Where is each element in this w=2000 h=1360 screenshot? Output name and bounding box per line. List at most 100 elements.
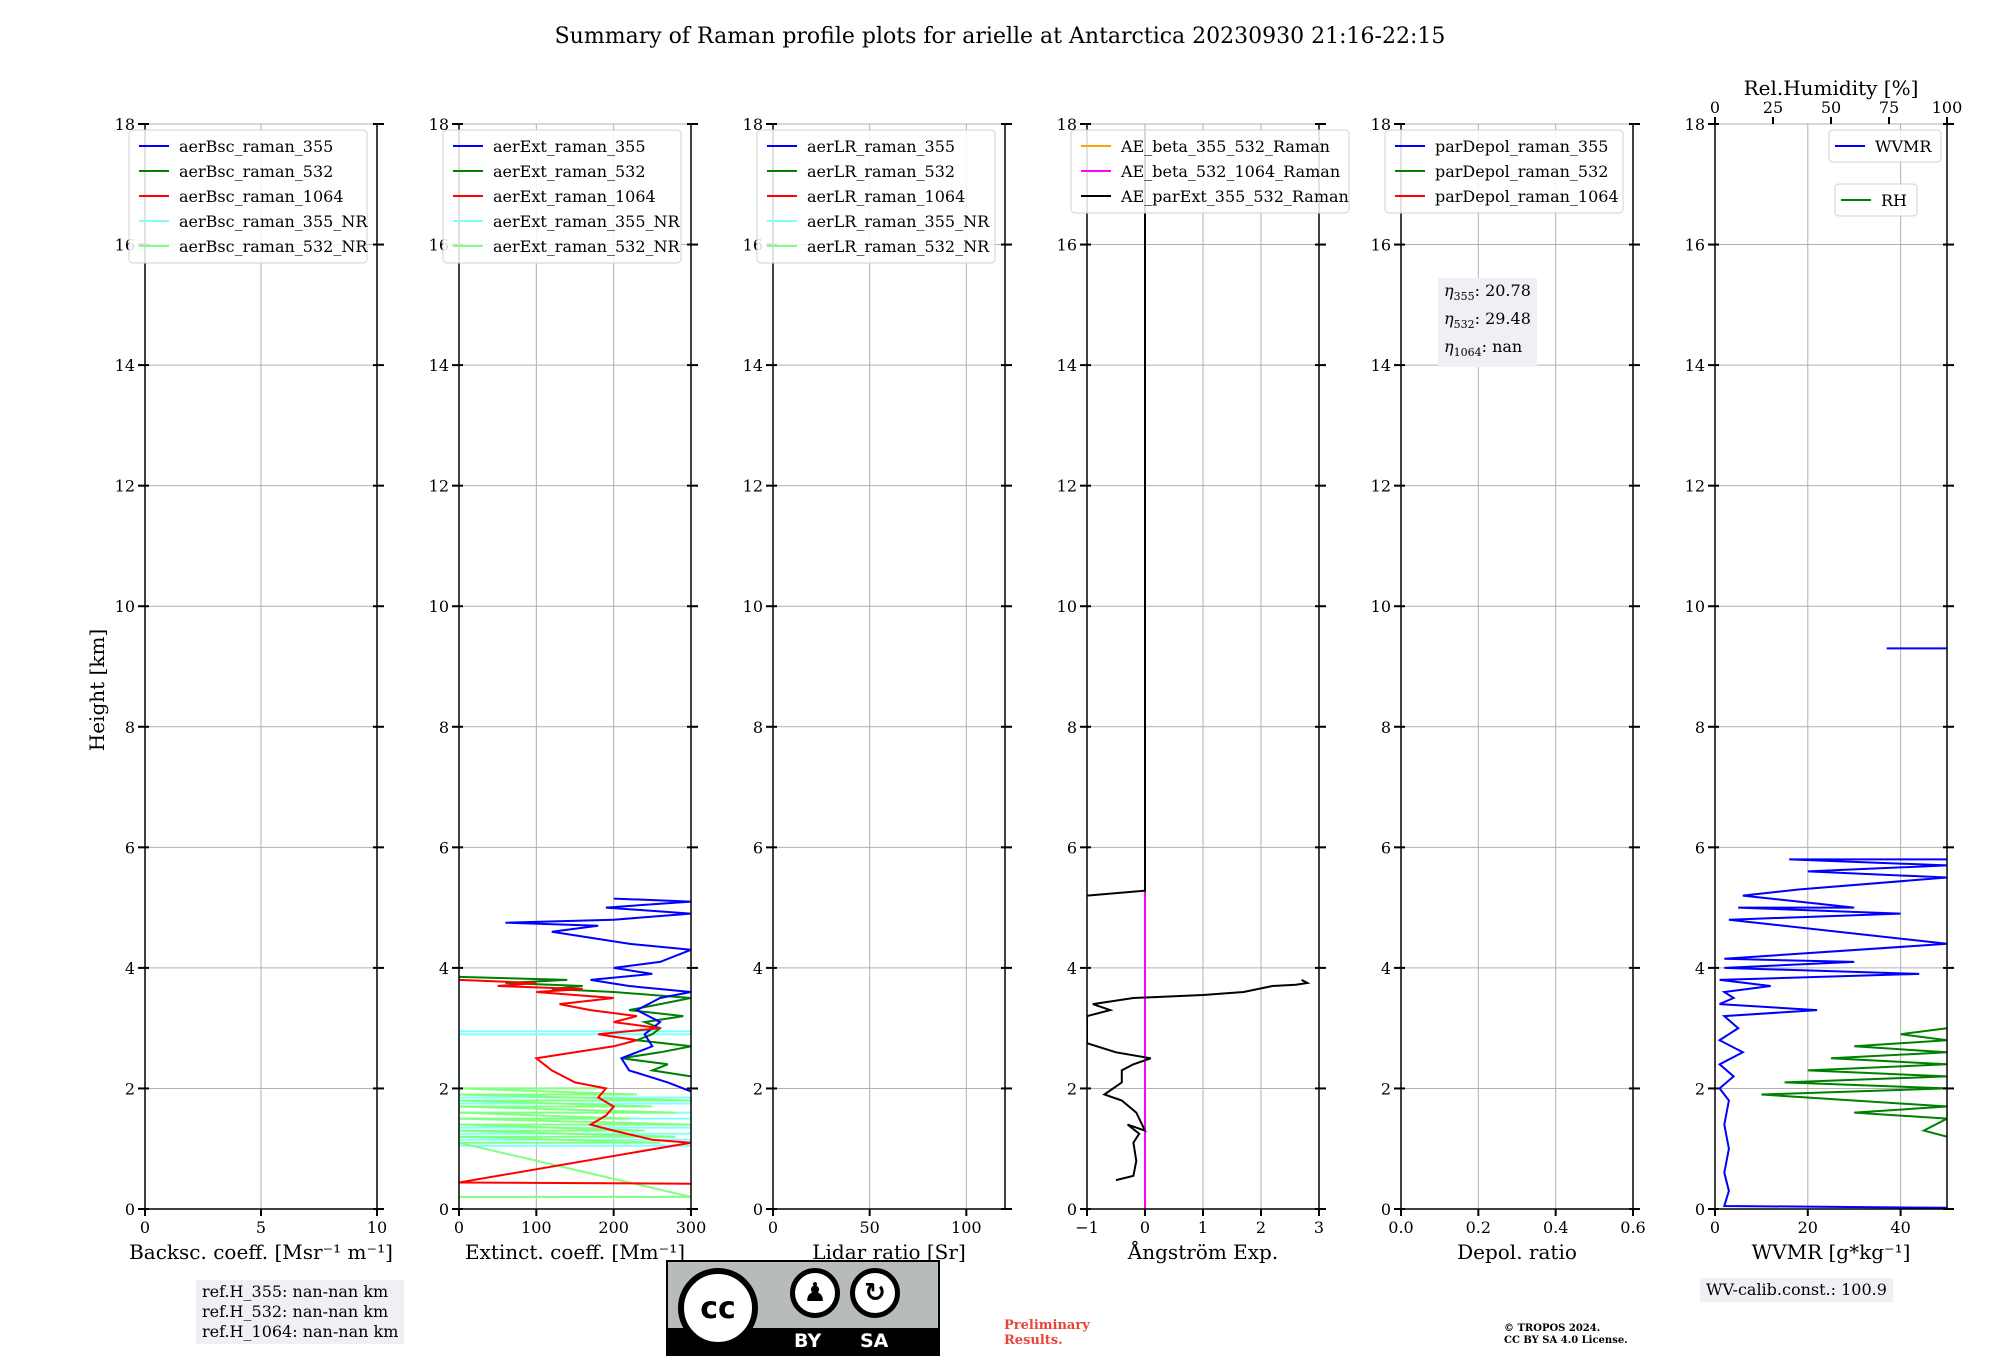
legend-label: aerBsc_raman_355 — [179, 137, 333, 156]
x-axis-label: Ångström Exp. — [1127, 1239, 1278, 1264]
ytick-label: 4 — [1695, 959, 1705, 978]
ytick-label: 18 — [1057, 115, 1077, 134]
ytick-label: 2 — [1381, 1079, 1391, 1098]
ref-height-1064: ref.H_1064: nan-nan km — [202, 1322, 399, 1341]
legend-box — [1834, 183, 1918, 217]
ytick-label: 6 — [439, 838, 449, 857]
ytick-label: 0 — [1695, 1200, 1705, 1219]
xtick-label: 0 — [454, 1218, 464, 1237]
legend-label: WVMR — [1875, 137, 1932, 156]
ytick-label: 4 — [1067, 959, 1077, 978]
ytick-label: 10 — [1685, 597, 1705, 616]
legend-label: aerExt_raman_532 — [493, 162, 646, 181]
legend-label: aerExt_raman_355_NR — [493, 212, 681, 231]
copyright-note: © TROPOS 2024. CC BY SA 4.0 License. — [1504, 1323, 1628, 1347]
ytick-label: 18 — [743, 115, 763, 134]
series-line — [459, 975, 691, 1078]
ytick-label: 10 — [115, 597, 135, 616]
cc-by-label: BY — [794, 1330, 822, 1352]
ytick-label: 6 — [1695, 838, 1705, 857]
ytick-label: 12 — [429, 477, 449, 496]
preliminary-line-2: Results. — [1004, 1333, 1063, 1348]
ytick-label: 12 — [1685, 477, 1705, 496]
ytick-label: 2 — [125, 1079, 135, 1098]
ytick-label: 12 — [743, 477, 763, 496]
eta-355: η355: 20.78 — [1444, 280, 1531, 308]
ytick-label: 16 — [1057, 236, 1077, 255]
ytick-label: 18 — [115, 115, 135, 134]
eta-532-sub: 532 — [1453, 318, 1475, 332]
xtick-label: 0 — [140, 1218, 150, 1237]
legend-label: aerBsc_raman_532_NR — [179, 237, 368, 256]
xtick-label: 50 — [859, 1218, 879, 1237]
legend-label: aerExt_raman_355 — [493, 137, 646, 156]
top-xtick-label: 0 — [1710, 98, 1720, 117]
by-person-icon: ♟ — [790, 1268, 840, 1318]
ytick-label: 8 — [753, 718, 763, 737]
eta-1064: η1064: nan — [1444, 336, 1531, 364]
legend-label: aerLR_raman_355_NR — [807, 212, 990, 231]
top-xtick-label: 100 — [1932, 98, 1963, 117]
series-group — [459, 897, 691, 1198]
xtick-label: 10 — [367, 1218, 387, 1237]
ytick-label: 6 — [1381, 838, 1391, 857]
legend-label: aerBsc_raman_1064 — [179, 187, 344, 206]
legend-box — [442, 129, 682, 264]
xtick-label: 2 — [1256, 1218, 1266, 1237]
x-axis-label: Backsc. coeff. [Msr⁻¹ m⁻¹] — [129, 1240, 393, 1264]
xtick-label: 0 — [1710, 1218, 1720, 1237]
series-line — [1717, 858, 1947, 1209]
ytick-label: 14 — [1685, 356, 1705, 375]
copyright-line-2: CC BY SA 4.0 License. — [1504, 1335, 1628, 1346]
ytick-label: 0 — [1067, 1200, 1077, 1219]
top-xtick-label: 25 — [1763, 98, 1783, 117]
legend-label: aerBsc_raman_355_NR — [179, 212, 368, 231]
xtick-label: 20 — [1798, 1218, 1818, 1237]
ytick-label: 2 — [753, 1079, 763, 1098]
eta-532: η532: 29.48 — [1444, 308, 1531, 336]
ytick-label: 18 — [429, 115, 449, 134]
legend-label: aerLR_raman_355 — [807, 137, 955, 156]
xtick-label: 100 — [951, 1218, 982, 1237]
ytick-label: 12 — [1371, 477, 1391, 496]
top-xtick-label: 75 — [1879, 98, 1899, 117]
legend-label: AE_beta_355_532_Raman — [1120, 137, 1330, 156]
eta-532-value: : 29.48 — [1474, 309, 1531, 329]
series-group — [1087, 130, 1311, 1209]
xtick-label: −1 — [1075, 1218, 1099, 1237]
ytick-label: 0 — [125, 1200, 135, 1219]
cc-sa-label: SA — [860, 1330, 889, 1352]
ytick-label: 10 — [1371, 597, 1391, 616]
eta-1064-value: : nan — [1481, 337, 1523, 357]
ytick-label: 0 — [439, 1200, 449, 1219]
legend-label: aerExt_raman_532_NR — [493, 237, 681, 256]
ytick-label: 6 — [1067, 838, 1077, 857]
xtick-label: 40 — [1890, 1218, 1910, 1237]
legend-box — [1828, 129, 1942, 163]
legend-label: aerLR_raman_532_NR — [807, 237, 990, 256]
cc-icon: cc — [678, 1268, 758, 1348]
eta-355-sub: 355 — [1453, 290, 1475, 304]
x-axis-label: Depol. ratio — [1457, 1240, 1577, 1264]
ytick-label: 2 — [1067, 1079, 1077, 1098]
ytick-label: 14 — [115, 356, 135, 375]
series-group — [1717, 647, 1947, 1209]
ytick-label: 0 — [1381, 1200, 1391, 1219]
y-axis-label: Height [km] — [85, 629, 109, 751]
xtick-label: 5 — [256, 1218, 266, 1237]
eta-box: η355: 20.78 η532: 29.48 η1064: nan — [1438, 278, 1537, 367]
legend-label: RH — [1881, 191, 1907, 210]
xtick-label: 0.6 — [1620, 1218, 1645, 1237]
ytick-label: 10 — [429, 597, 449, 616]
x-axis-label: WVMR [g*kg⁻¹] — [1752, 1240, 1911, 1264]
legend-label: aerBsc_raman_532 — [179, 162, 333, 181]
series-line — [459, 1087, 691, 1198]
wv-calib-box: WV-calib.const.: 100.9 — [1700, 1278, 1893, 1302]
ytick-label: 8 — [1381, 718, 1391, 737]
xtick-label: 0.4 — [1543, 1218, 1568, 1237]
eta-355-symbol: η — [1444, 281, 1454, 300]
top-x-axis-label: Rel.Humidity [%] — [1744, 76, 1919, 100]
series-line — [459, 978, 691, 1185]
xtick-label: 200 — [598, 1218, 629, 1237]
